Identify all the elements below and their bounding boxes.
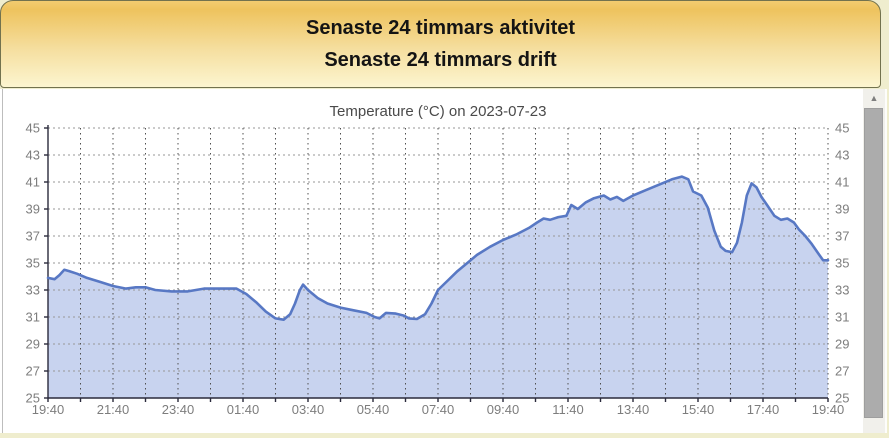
x-tick-label: 21:40 [97,402,130,417]
x-tick-label: 03:40 [292,402,325,417]
scrollbar[interactable]: ▲ [863,89,887,433]
scrollbar-thumb[interactable] [864,108,883,418]
y-tick-label-right: 25 [835,391,849,406]
axes [44,125,829,402]
x-tick-label: 17:40 [747,402,780,417]
y-tick-label-left: 27 [26,364,40,379]
y-tick-label-right: 41 [835,175,849,190]
header-title-line2: Senaste 24 timmars drift [324,49,557,71]
x-tick-label: 13:40 [617,402,650,417]
chart-series-line [46,175,830,321]
scrollbar-up-button[interactable]: ▲ [863,89,885,107]
chart-area-fill [48,176,828,398]
y-tick-label-left: 29 [26,337,40,352]
y-tick-label-right: 45 [835,121,849,136]
y-tick-label-right: 43 [835,148,849,163]
x-axis-labels: 19:40 21:40 23:40 01:40 03:40 05:40 07:40 09:40… [32,402,845,417]
x-tick-label: 23:40 [162,402,195,417]
temperature-chart: Temperature (°C) on 2023-07-23 25 25 27 27 29… [26,103,850,417]
x-tick-label: 09:40 [487,402,520,417]
y-tick-label-right: 31 [835,310,849,325]
y-tick-label-left: 35 [26,256,40,271]
y-tick-label-right: 39 [835,202,849,217]
x-tick-label: 05:40 [357,402,390,417]
chart-title: Temperature (°C) on 2023-07-23 [330,103,547,120]
x-tick-label: 19:40 [32,402,65,417]
y-tick-label-left: 41 [26,175,40,190]
y-tick-label-right: 37 [835,229,849,244]
y-tick-label-left: 33 [26,283,40,298]
y-tick-label-right: 33 [835,283,849,298]
x-tick-label: 15:40 [682,402,715,417]
x-tick-label: 11:40 [552,402,584,417]
header-banner: Senaste 24 timmars aktivitet Senaste 24 … [0,0,881,88]
x-tick-label: 07:40 [422,402,455,417]
y-tick-label-left: 45 [26,121,40,136]
x-tick-label: 19:40 [812,402,845,417]
arrow-up-icon: ▲ [869,93,879,103]
y-axis-labels: 25 25 27 27 29 29 31 31 33 33 35 35 37 37 39 39 41 41 43 43… [26,121,850,406]
y-tick-label-right: 27 [835,364,849,379]
y-tick-label-left: 25 [26,391,40,406]
panel-left-border [2,89,3,433]
header-title-line1: Senaste 24 timmars aktivitet [305,17,576,39]
y-tick-label-left: 43 [26,148,40,163]
y-tick-label-left: 37 [26,229,40,244]
chart-panel: Temperature (°C) on 2023-07-23 25 25 27 27 29… [0,89,863,433]
chart-grid [48,127,829,398]
y-tick-label-left: 31 [26,310,40,325]
y-tick-label-right: 35 [835,256,849,271]
x-tick-label: 01:40 [227,402,260,417]
y-tick-label-right: 29 [835,337,849,352]
y-tick-label-left: 39 [26,202,40,217]
